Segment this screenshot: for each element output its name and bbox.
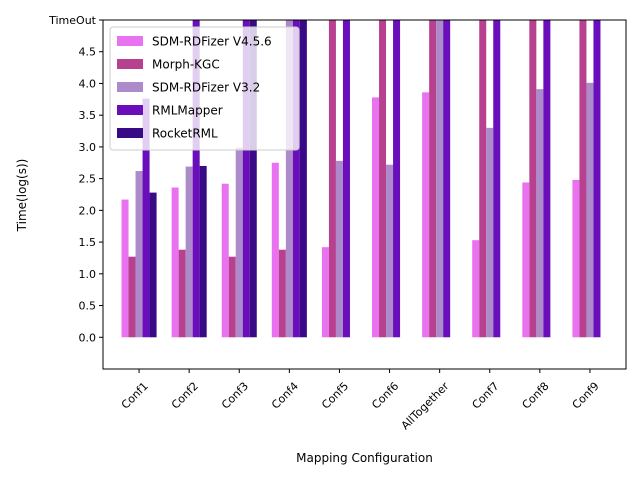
bar-rmlmapper-conf3 (242, 20, 250, 338)
bar-morph-kgc-conf8 (529, 20, 537, 338)
x-tick-label: Conf4 (269, 380, 301, 412)
bar-sdm-rdfizer-v4-5-6-conf6 (372, 97, 380, 338)
bar-rocketrml-conf3 (249, 20, 257, 338)
bar-sdm-rdfizer-v3-2-conf4 (285, 20, 293, 338)
bar-sdm-rdfizer-v4-5-6-conf1 (121, 199, 129, 338)
bar-rmlmapper-conf8 (543, 20, 551, 338)
y-tick-label: 0.5 (79, 300, 97, 313)
bar-sdm-rdfizer-v4-5-6-conf9 (572, 179, 580, 338)
x-tick-label: Conf9 (570, 380, 602, 412)
bar-sdm-rdfizer-v4-5-6-conf2 (171, 187, 179, 338)
legend: SDM-RDFizer V4.5.6 Morph-KGC SDM-RDFizer V… (109, 26, 300, 151)
bar-sdm-rdfizer-v4-5-6-conf5 (321, 247, 329, 338)
y-axis: 0.0 0.5 1.0 1.5 2.0 2.5 3.0 3.5 4.0 4.5 TimeOut (48, 14, 103, 344)
legend-swatch (117, 59, 143, 69)
bar-sdm-rdfizer-v3-2-conf3 (235, 147, 243, 338)
x-axis-label: Mapping Configuration (296, 451, 433, 465)
bar-rocketrml-conf1 (149, 192, 157, 338)
bar-rmlmapper-conf6 (393, 20, 401, 338)
bar-sdm-rdfizer-v3-2-conf6 (386, 164, 394, 338)
bar-sdm-rdfizer-v4-5-6-conf4 (271, 162, 279, 338)
x-tick-label: Conf7 (470, 380, 502, 412)
y-tick-label: 4.5 (79, 46, 97, 59)
y-tick-label: 2.5 (79, 173, 97, 186)
bar-morph-kgc-alltogether (429, 20, 437, 338)
bar-sdm-rdfizer-v4-5-6-conf7 (472, 240, 480, 338)
legend-entry-label: RocketRML (152, 127, 218, 141)
bar-rmlmapper-conf7 (493, 20, 501, 338)
bar-morph-kgc-conf5 (328, 20, 336, 338)
y-tick-label: TimeOut (48, 14, 97, 27)
y-tick-label: 1.0 (79, 268, 97, 281)
y-tick-label: 2.0 (79, 204, 97, 217)
bar-morph-kgc-conf6 (379, 20, 387, 338)
legend-box (109, 26, 300, 151)
bar-morph-kgc-conf3 (228, 256, 236, 338)
bar-sdm-rdfizer-v4-5-6-conf8 (522, 182, 530, 338)
x-tick-label: Conf5 (319, 380, 351, 412)
legend-entry-label: Morph-KGC (152, 58, 220, 72)
bar-morph-kgc-conf7 (479, 20, 487, 338)
legend-entry-label: RMLMapper (152, 104, 223, 118)
bar-sdm-rdfizer-v4-5-6-alltogether (422, 92, 430, 338)
y-tick-label: 1.5 (79, 236, 97, 249)
bar-morph-kgc-conf9 (579, 20, 587, 338)
y-tick-label: 3.0 (79, 141, 97, 154)
bar-sdm-rdfizer-v3-2-conf9 (586, 82, 594, 338)
y-tick-label: 0.0 (79, 331, 97, 344)
x-axis: Conf1 Conf2 Conf3 Conf4 Conf5 Conf6AllTogethe… (119, 369, 602, 432)
y-tick-label: 3.5 (79, 109, 97, 122)
bar-sdm-rdfizer-v3-2-conf8 (536, 89, 544, 338)
legend-entry-label: SDM-RDFizer V3.2 (152, 81, 260, 95)
bar-rocketrml-conf4 (299, 20, 307, 338)
x-tick-label: Conf8 (520, 380, 552, 412)
legend-swatch (117, 36, 143, 46)
legend-entry-label: SDM-RDFizer V4.5.6 (152, 35, 272, 49)
bar-rmlmapper-conf4 (292, 20, 300, 338)
legend-swatch (117, 128, 143, 138)
bar-sdm-rdfizer-v3-2-conf2 (185, 166, 193, 338)
plot-frame (102, 19, 627, 370)
legend-swatch (117, 105, 143, 115)
bar-rmlmapper-conf2 (192, 20, 200, 338)
x-tick-label: Conf6 (369, 380, 401, 412)
bar-sdm-rdfizer-v3-2-conf7 (486, 127, 494, 338)
bar-morph-kgc-conf4 (278, 249, 286, 338)
bar-sdm-rdfizer-v3-2-conf1 (135, 171, 143, 338)
bar-rmlmapper-conf1 (142, 98, 150, 338)
bar-rmlmapper-conf5 (342, 20, 350, 338)
bar-morph-kgc-conf1 (128, 256, 136, 338)
y-axis-label: Time(log(s)) (15, 159, 29, 233)
bar-sdm-rdfizer-v4-5-6-conf3 (221, 183, 229, 338)
x-tick-label: Conf2 (169, 380, 201, 412)
bar-rocketrml-conf2 (199, 165, 207, 338)
bar-sdm-rdfizer-v3-2-alltogether (436, 20, 444, 338)
x-tick-label: Conf1 (119, 380, 151, 412)
y-tick-label: 4.0 (79, 77, 97, 90)
legend-swatch (117, 82, 143, 92)
bar-rmlmapper-conf9 (593, 20, 601, 338)
x-tick-label: AllTogether (399, 379, 452, 432)
bar-sdm-rdfizer-v3-2-conf5 (335, 160, 343, 338)
bar-morph-kgc-conf2 (178, 249, 186, 338)
bars-layer (121, 20, 601, 338)
x-tick-label: Conf3 (219, 380, 251, 412)
bar-rmlmapper-alltogether (443, 20, 451, 338)
